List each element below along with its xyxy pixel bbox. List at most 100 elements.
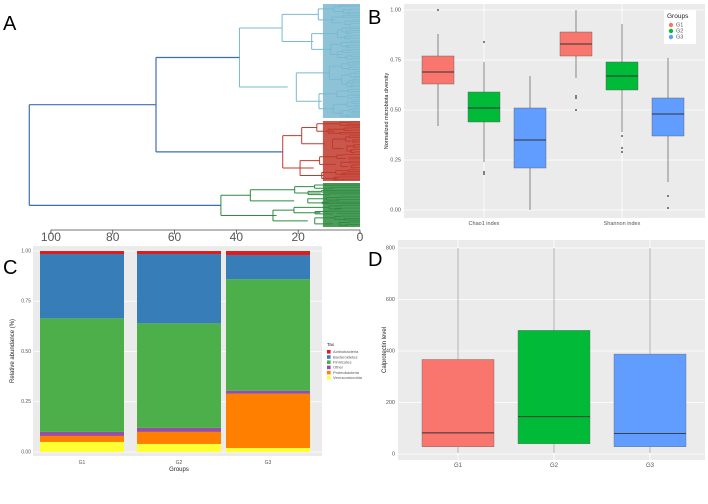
panel-letter-c: C — [3, 257, 17, 279]
panel-d-y-tick-label: 400 — [386, 348, 395, 354]
panel-c-x-tick-label: G2 — [176, 460, 183, 466]
bar-segment-proteobacteria-g2 — [137, 431, 221, 444]
panel-d-x-tick-label: G1 — [454, 463, 463, 469]
bar-segment-actinobacteria-g3 — [226, 251, 310, 256]
legend-key-actinobacteria — [327, 350, 331, 354]
outlier-point — [575, 109, 577, 111]
bar-segment-firmicutes-g2 — [137, 323, 221, 428]
box-g1 — [421, 359, 495, 447]
bar-segment-firmicutes-g1 — [40, 318, 124, 432]
legend-label: Verrucomicrobia — [333, 375, 363, 380]
panel-c-y-tick-label: 0.25 — [21, 399, 31, 405]
legend-key-g2 — [668, 28, 674, 34]
panel-a-x-tick-label: 40 — [230, 230, 244, 244]
panel-a-background — [20, 2, 360, 228]
bar-segment-verrucomicrobia-g3 — [226, 447, 310, 452]
panel-letter-b: B — [368, 7, 381, 29]
panel-d-calprotectin-boxplot: 0 200 400 600 800 G1 G2 G3 Calprotectin level — [382, 240, 705, 469]
bar-segment-other-g2 — [137, 427, 221, 432]
panel-c-x-axis-title: Groups — [169, 467, 189, 473]
panel-b-y-tick-label: 0.25 — [390, 157, 401, 163]
legend-label: Bacteroidetes — [333, 354, 357, 359]
outlier-point — [667, 195, 669, 197]
legend-label: G1 — [676, 22, 683, 28]
panel-c-x-tick-label: G3 — [265, 460, 272, 466]
outlier-point — [575, 95, 577, 97]
panel-a-x-tick-label: 0 — [357, 230, 364, 244]
legend-key-verrucomicrobia — [327, 376, 331, 380]
panel-b-y-tick-label: 1.00 — [390, 7, 401, 13]
panel-c-y-tick-label: 1.00 — [21, 248, 31, 254]
panel-b-y-tick-label: 0.75 — [390, 57, 401, 63]
panel-d-x-tick-label: G3 — [646, 463, 655, 469]
legend-key-g1 — [668, 22, 674, 28]
box-g1 — [421, 55, 455, 85]
panel-a-x-tick-label: 100 — [41, 230, 61, 244]
box-g3 — [613, 353, 687, 447]
bar-segment-actinobacteria-g2 — [137, 251, 221, 255]
panel-a-x-tick-label: 80 — [106, 230, 120, 244]
panel-b-y-tick-label: 0.50 — [390, 107, 401, 113]
box-g2 — [517, 330, 591, 444]
bar-segment-other-g1 — [40, 431, 124, 436]
legend-label: G2 — [676, 28, 683, 34]
bar-segment-actinobacteria-g1 — [40, 251, 124, 255]
panel-b-y-tick-label: 0.00 — [390, 207, 401, 213]
panel-b-y-axis-title: Normalized microbiota diversity — [384, 73, 390, 150]
outlier-point — [621, 147, 623, 149]
legend-label: G3 — [676, 34, 683, 40]
panel-d-y-axis-title: Calprotectin level — [382, 327, 388, 373]
panel-d-y-tick-label: 0 — [392, 451, 395, 457]
box-g3 — [513, 107, 547, 169]
bar-segment-verrucomicrobia-g1 — [40, 441, 124, 452]
bar-segment-firmicutes-g3 — [226, 279, 310, 391]
panel-a-x-tick-label: 60 — [168, 230, 182, 244]
bar-segment-verrucomicrobia-g2 — [137, 443, 221, 452]
outlier-point — [483, 173, 485, 175]
panel-d-y-tick-label: 600 — [386, 297, 395, 303]
panel-c-y-axis-title: Relative abundance (%) — [10, 319, 16, 383]
panel-d-y-tick-label: 800 — [386, 245, 395, 251]
outlier-point — [667, 207, 669, 209]
panel-c-y-tick-label: 0.50 — [21, 349, 31, 355]
outlier-point — [621, 151, 623, 153]
panel-c-stacked-bar: 0.00 0.25 0.50 0.75 1.00 G1 G2 G3 Groups Relative… — [10, 246, 363, 473]
panel-c-y-tick-label: 0.00 — [21, 449, 31, 455]
panel-letter-a: A — [3, 13, 17, 35]
bar-segment-proteobacteria-g3 — [226, 393, 310, 448]
box-g2 — [467, 91, 501, 123]
legend-label: Actinobacteria — [333, 349, 359, 354]
legend-key-bacteroidetes — [327, 355, 331, 359]
legend-title: Groups — [667, 13, 689, 20]
legend-label: Firmicutes — [333, 359, 351, 364]
panel-c-y-tick-label: 0.75 — [21, 299, 31, 305]
panel-b-x-tick-label: Chao1 index — [469, 221, 500, 227]
bar-segment-bacteroidetes-g3 — [226, 255, 310, 280]
outlier-point — [621, 135, 623, 137]
panel-b-diversity-boxplot: 0.00 0.25 0.50 0.75 1.00 Chao1 index Shannon i… — [384, 4, 705, 227]
box-g3 — [651, 97, 685, 137]
panel-b-x-tick-label: Shannon index — [604, 221, 641, 227]
panel-c-legend: Tax ActinobacteriaBacteroidetesFirmicutes… — [327, 342, 363, 380]
panel-d-y-tick-label: 200 — [386, 400, 395, 406]
legend-label: Proteobacteria — [333, 370, 360, 375]
bar-segment-bacteroidetes-g1 — [40, 254, 124, 319]
legend-key-firmicutes — [327, 360, 331, 364]
panel-a-dendrogram: 100 80 60 40 20 0 — [20, 2, 364, 244]
outlier-point — [437, 9, 439, 11]
outlier-point — [575, 97, 577, 99]
panel-letter-d: D — [368, 249, 382, 271]
legend-key-g3 — [668, 34, 674, 40]
bar-segment-proteobacteria-g1 — [40, 435, 124, 442]
panel-d-x-tick-label: G2 — [550, 463, 559, 469]
legend-key-proteobacteria — [327, 370, 331, 375]
bar-segment-bacteroidetes-g2 — [137, 254, 221, 324]
bar-segment-other-g3 — [226, 390, 310, 394]
panel-a-x-tick-label: 20 — [292, 230, 306, 244]
legend-label: Other — [333, 365, 344, 370]
outlier-point — [483, 41, 485, 43]
legend-key-other — [327, 365, 331, 370]
outlier-point — [483, 171, 485, 173]
